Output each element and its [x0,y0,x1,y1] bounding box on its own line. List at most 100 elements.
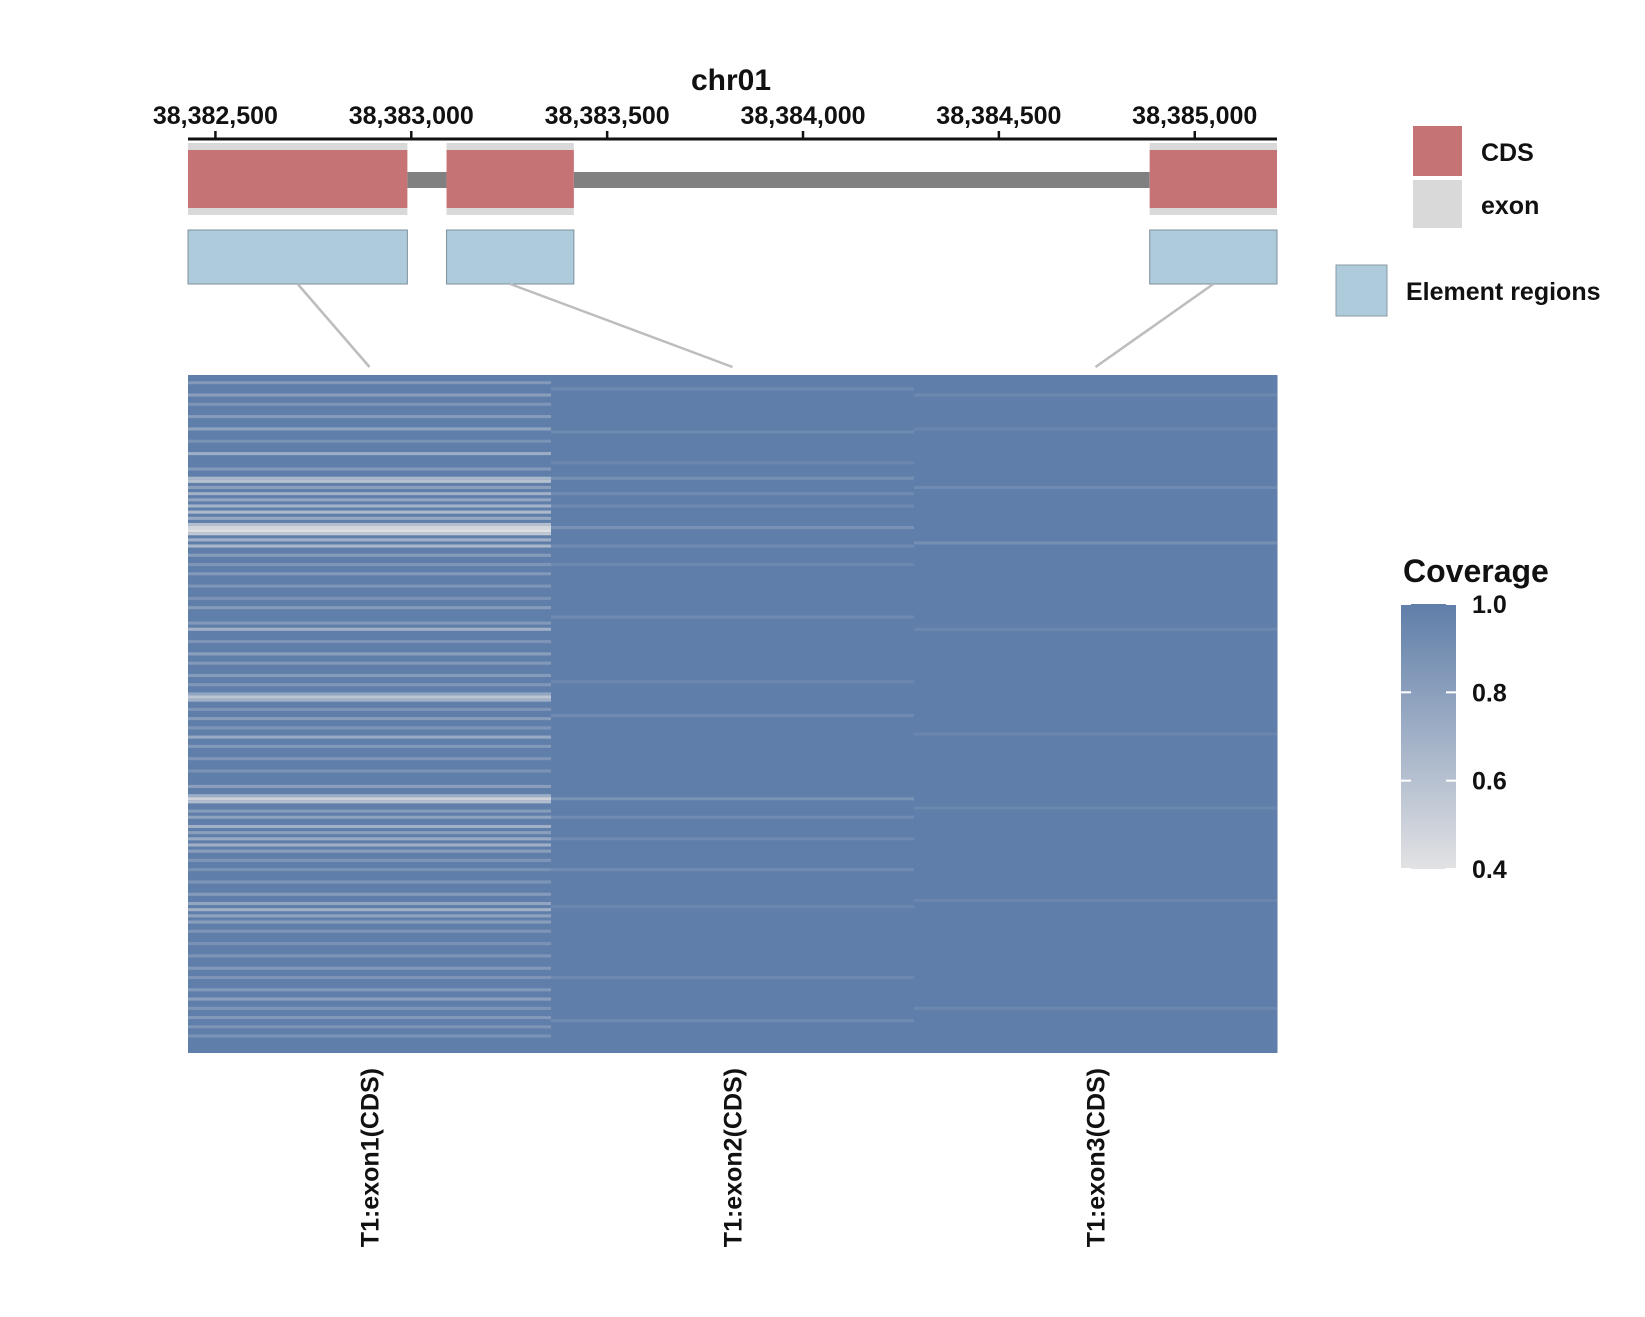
heatmap-cell [188,997,551,1001]
legend-cds-label: CDS [1481,139,1534,167]
heatmap-cell [551,430,914,434]
heatmap-cell [551,504,914,508]
heatmap-cell [188,843,551,847]
heatmap-cell [188,510,551,514]
heatmap-cell [188,621,551,625]
heatmap-cell [188,427,551,431]
heatmap-cell [551,714,914,718]
heatmap-cell [188,415,551,419]
exon-layer [188,143,1277,215]
axis-tick-label: 38,385,000 [1132,102,1257,130]
column-label: T1:exon3(CDS) [1083,1068,1111,1247]
heatmap-cell [188,868,551,872]
heatmap-cell [188,849,551,853]
heatmap-cell [551,492,914,496]
heatmap-cell [188,532,551,536]
colorbar-tick-label: 1.0 [1472,591,1507,619]
heatmap-cell [914,427,1277,431]
heatmap-cell [188,901,551,906]
coverage-colorbar [1401,604,1456,869]
heatmap-cell [188,476,551,480]
heatmap-cell [188,529,551,533]
column-label: T1:exon1(CDS) [357,1068,385,1247]
element-region [187,229,408,285]
heatmap-column-labels: T1:exon1(CDS) T1:exon2(CDS) T1:exon3(CDS) [357,1068,1111,1247]
heatmap-cell [188,858,551,862]
intron [407,172,447,188]
heatmap-cell [188,522,551,527]
heatmap-cell [188,584,551,588]
heatmap-cell [188,526,551,530]
heatmap-cell [551,797,914,801]
heatmap-cell [188,908,551,912]
heatmap-cell [188,717,551,721]
heatmap-cell [188,1034,551,1038]
legend-element-label: Element regions [1406,278,1601,306]
heatmap-cell [914,806,1277,810]
axis-tick-label: 38,383,000 [349,102,474,130]
axis-tick-label: 38,384,500 [936,102,1061,130]
heatmap-cell [188,880,551,884]
heatmap-cell [188,402,551,406]
heatmap-cell [188,809,551,813]
heatmap-cell [188,800,551,804]
coverage-heatmap [188,375,1278,1053]
feature-legend: CDS exon Element regions [1335,126,1601,317]
element-region [1149,229,1278,285]
heatmap-cell [188,1006,551,1010]
heatmap-cell [551,837,914,841]
heatmap-cell [551,461,914,465]
column-label: T1:exon2(CDS) [720,1068,748,1247]
intron [573,172,1150,188]
heatmap-cell [551,387,914,391]
heatmap-cell [188,815,551,819]
heatmap-cell [188,794,551,798]
chromosome-title: chr01 [691,64,771,97]
element-region [446,229,575,285]
heatmap-cell [188,467,551,471]
legend-exon-label: exon [1481,192,1539,220]
connector-line [509,282,733,369]
heatmap-cell [551,526,914,530]
heatmap-cell [188,596,551,600]
heatmap-cell [188,975,551,980]
heatmap-cell [188,824,551,829]
heatmap-cell [188,988,551,992]
heatmap-cell [188,735,551,739]
heatmap-cell [914,541,1277,545]
heatmap-cell [188,954,551,958]
heatmap-cell [188,538,551,542]
heatmap-cell [188,562,551,567]
heatmap-cell [551,562,914,567]
heatmap-cell [188,504,551,508]
heatmap-cell [188,661,551,665]
cds-block [188,150,408,208]
heatmap-cell [551,680,914,684]
heatmap-cell [188,1016,551,1020]
heatmap-cell [188,769,551,773]
heatmap-cell [188,492,551,496]
legend-exon-swatch [1413,180,1462,228]
heatmap-cell [551,1019,914,1023]
heatmap-cell [188,797,551,801]
heatmap-cell [188,942,551,946]
element-regions [187,229,1278,285]
axis-tick-label: 38,383,500 [545,102,670,130]
heatmap-cell [188,837,551,841]
intron-layer [407,172,1150,188]
heatmap-cell [188,744,551,748]
heatmap-cell [551,868,914,872]
heatmap-cell [188,920,551,924]
heatmap-cell [188,652,551,656]
connector-lines [296,282,1215,369]
connector-line [1094,282,1215,369]
heatmap-cell [188,1025,551,1029]
axis-tick-label: 38,382,500 [153,102,278,130]
heatmap-cell [188,929,551,933]
heatmap-cell [188,640,551,644]
genome-axis: 38,382,500 38,383,000 38,383,500 38,384,000… [153,102,1257,139]
heatmap-cell [188,606,551,610]
heatmap-cell [188,831,551,835]
heatmap-cell [914,732,1277,736]
cds-block [1149,150,1277,208]
